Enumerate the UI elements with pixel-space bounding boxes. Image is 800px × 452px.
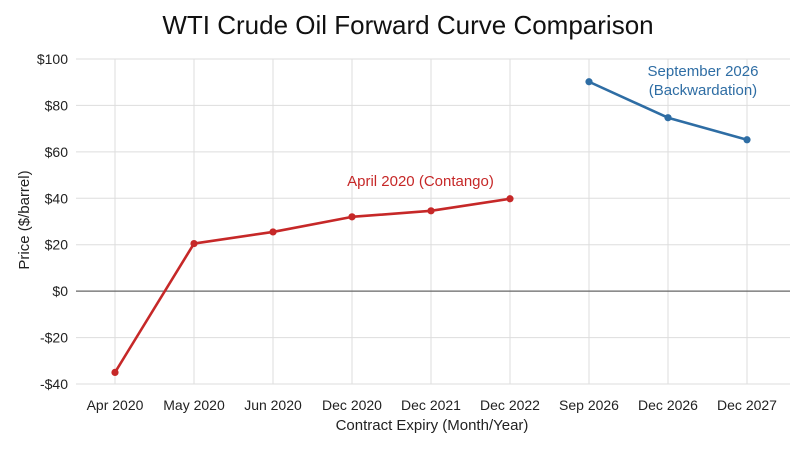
y-tick-label: $80 [45,97,69,113]
data-point [743,136,751,144]
y-tick-label: $60 [45,144,69,160]
x-tick-label: Dec 2021 [401,397,461,413]
y-tick-label: $20 [45,237,69,253]
x-tick-label: Dec 2022 [480,397,540,413]
series-september-2026-backwardation: September 2026 (Backwardation) [585,63,758,144]
data-point [269,228,277,236]
series-label: (Backwardation) [649,82,757,99]
x-tick-label: May 2020 [163,397,225,413]
data-point [506,195,514,203]
y-axis-label: Price ($/barrel) [16,170,33,269]
chart-title: WTI Crude Oil Forward Curve Comparison [162,10,653,40]
x-tick-label: Dec 2020 [322,397,382,413]
x-tick-label: Sep 2026 [559,397,619,413]
y-tick-label: $0 [52,283,68,299]
series-line-april-2020-contango [113,197,511,374]
data-point [190,239,198,248]
x-tick-label: Jun 2020 [244,397,302,413]
grid [76,58,790,385]
data-point [585,78,593,86]
y-tick-label: $100 [37,51,68,67]
y-tick-label: $40 [45,190,69,206]
y-tick-label: -$20 [40,330,68,346]
y-tick-labels: -$40 -$20 $0 $20 $40 $60 $80 $100 [37,51,68,392]
x-tick-label: Dec 2026 [638,397,698,413]
series-label: April 2020 (Contango) [347,173,494,190]
data-point [664,114,672,122]
x-tick-label: Apr 2020 [87,397,144,413]
x-tick-labels: Apr 2020 May 2020 Jun 2020 Dec 2020 Dec 2021… [87,397,778,413]
series-april-2020-contango: April 2020 (Contango) [111,173,514,376]
data-point [427,207,435,215]
y-tick-label: -$40 [40,376,68,392]
series-group: April 2020 (Contango) September 2026 (Back… [111,63,758,376]
data-point [348,213,356,221]
x-tick-label: Dec 2027 [717,397,777,413]
x-axis-label: Contract Expiry (Month/Year) [336,417,529,434]
data-point [111,368,119,376]
series-label: September 2026 [648,63,759,80]
